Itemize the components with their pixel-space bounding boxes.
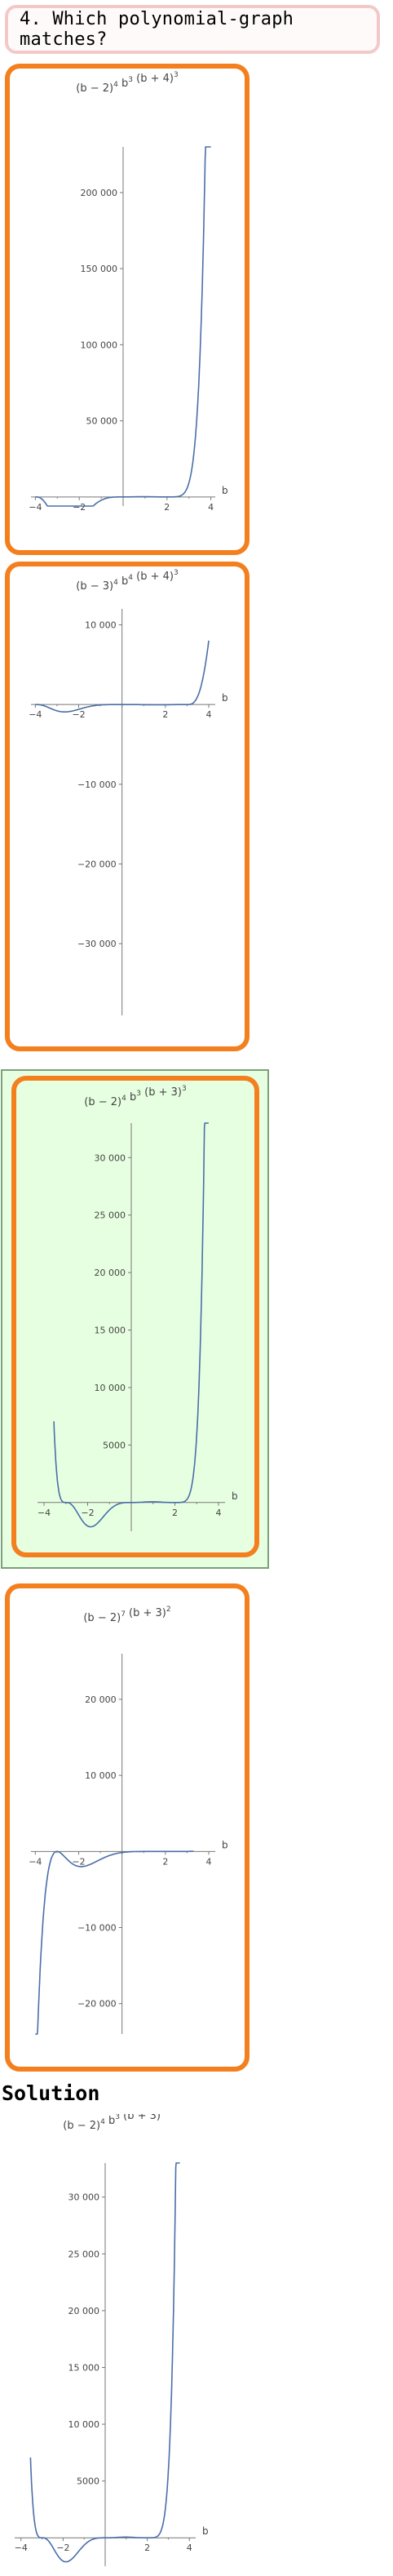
- y-tick-label: −10 000: [77, 1923, 117, 1934]
- chart-svg: (b − 2)4 b3 (b + 3)3 b −4 −2 2 4 5000 10 000 15 …: [38, 1085, 238, 1531]
- y-tick-label: 10 000: [95, 1383, 126, 1393]
- series-line: [35, 1850, 194, 2035]
- y-tick-label: 15 000: [68, 2362, 100, 2373]
- series-line: [35, 146, 211, 507]
- chart-svg: (b − 2)4 b3 (b + 3)3 b −4 −2 2 4 5000 10 000 15 …: [15, 2114, 209, 2566]
- y-tick-label: −10 000: [77, 779, 117, 790]
- chart-svg: (b − 3)4 b4 (b + 4)3 b −4 −2 2 4 10 000 −10 000…: [29, 569, 228, 1015]
- x-tick-label: −2: [81, 1508, 94, 1518]
- x-tick-label: −2: [73, 502, 86, 513]
- chart-title: (b − 2)4 b3 (b + 3)3: [84, 1085, 186, 1108]
- chart-title: (b − 2)7 (b + 3)2: [83, 1606, 170, 1624]
- y-tick-label: 30 000: [95, 1153, 126, 1163]
- x-tick-label: −4: [15, 2543, 28, 2553]
- y-tick-label: 15 000: [95, 1326, 126, 1336]
- x-tick-label: 2: [172, 1508, 178, 1518]
- y-tick-label: −30 000: [77, 939, 117, 949]
- chart-title: (b − 3)4 b4 (b + 4)3: [76, 569, 178, 593]
- y-tick-label: 20 000: [85, 1694, 117, 1705]
- chart-title: (b − 2)4 b3 (b + 3)3: [63, 2114, 165, 2132]
- x-axis-label: b: [222, 485, 228, 496]
- solution-plot: (b − 2)4 b3 (b + 3)3 b −4 −2 2 4 5000 10 000 15 …: [8, 2114, 220, 2576]
- series-line: [35, 640, 210, 713]
- y-tick-label: 25 000: [95, 1210, 126, 1221]
- y-tick-label: 100 000: [81, 340, 118, 350]
- choice-3[interactable]: (b − 2)4 b3 (b + 3)3 b −4 −2 2 4 5000 10 000 15 …: [11, 1076, 259, 1557]
- choice-1[interactable]: (b − 2)4 b3 (b + 4)3 b −4 −2 2 4 50 000 100 000…: [5, 64, 249, 555]
- x-tick-label: −4: [38, 1508, 51, 1518]
- y-tick-label: 50 000: [86, 416, 118, 427]
- x-axis-label: b: [222, 1839, 228, 1850]
- x-tick-label: 4: [206, 1856, 212, 1867]
- solution-title: Solution: [2, 2081, 100, 2105]
- y-tick-label: 5000: [77, 2476, 99, 2487]
- x-axis-label: b: [232, 1490, 238, 1502]
- x-tick-label: −4: [29, 502, 42, 513]
- x-tick-label: −2: [56, 2543, 69, 2553]
- y-tick-label: 10 000: [85, 620, 117, 631]
- y-tick-label: 10 000: [85, 1770, 117, 1781]
- x-tick-label: 2: [164, 502, 170, 513]
- y-tick-label: 20 000: [95, 1268, 126, 1278]
- chart-svg: (b − 2)7 (b + 3)2 b −4 −2 2 4 20 000 10 000 −10 …: [29, 1606, 228, 2035]
- y-tick-label: 10 000: [68, 2419, 100, 2430]
- x-tick-label: 4: [206, 709, 212, 720]
- series-line: [53, 1122, 209, 1528]
- x-tick-label: 4: [215, 1508, 221, 1518]
- x-axis-label: b: [202, 2525, 209, 2537]
- x-tick-label: 2: [162, 709, 168, 720]
- x-axis-label: b: [222, 692, 228, 704]
- x-tick-label: 2: [162, 1856, 168, 1867]
- choice-2[interactable]: (b − 3)4 b4 (b + 4)3 b −4 −2 2 4 10 000 −10 000…: [5, 562, 249, 1051]
- x-tick-label: 2: [144, 2543, 150, 2553]
- x-tick-label: −4: [29, 1856, 42, 1867]
- y-tick-label: 200 000: [81, 188, 118, 198]
- question-text: 4. Which polynomial-graph matches?: [20, 9, 294, 50]
- series-line: [29, 2162, 180, 2563]
- y-tick-label: 20 000: [68, 2306, 100, 2316]
- chart-title: (b − 2)4 b3 (b + 4)3: [76, 71, 178, 95]
- x-tick-label: 4: [187, 2543, 192, 2553]
- y-tick-label: 150 000: [81, 264, 118, 274]
- y-tick-label: −20 000: [77, 859, 117, 869]
- x-tick-label: −2: [72, 1856, 85, 1867]
- question-box: 4. Which polynomial-graph matches?: [5, 5, 380, 54]
- y-tick-label: 25 000: [68, 2249, 100, 2259]
- y-tick-label: 30 000: [68, 2192, 100, 2203]
- y-tick-label: −20 000: [77, 1999, 117, 2010]
- y-tick-label: 5000: [103, 1440, 126, 1450]
- x-tick-label: −2: [72, 709, 85, 720]
- x-tick-label: 4: [208, 502, 214, 513]
- chart-svg: (b − 2)4 b3 (b + 4)3 b −4 −2 2 4 50 000 100 000…: [29, 71, 228, 513]
- x-tick-label: −4: [29, 709, 42, 720]
- choice-4[interactable]: (b − 2)7 (b + 3)2 b −4 −2 2 4 20 000 10 000 −10 …: [5, 1583, 249, 2072]
